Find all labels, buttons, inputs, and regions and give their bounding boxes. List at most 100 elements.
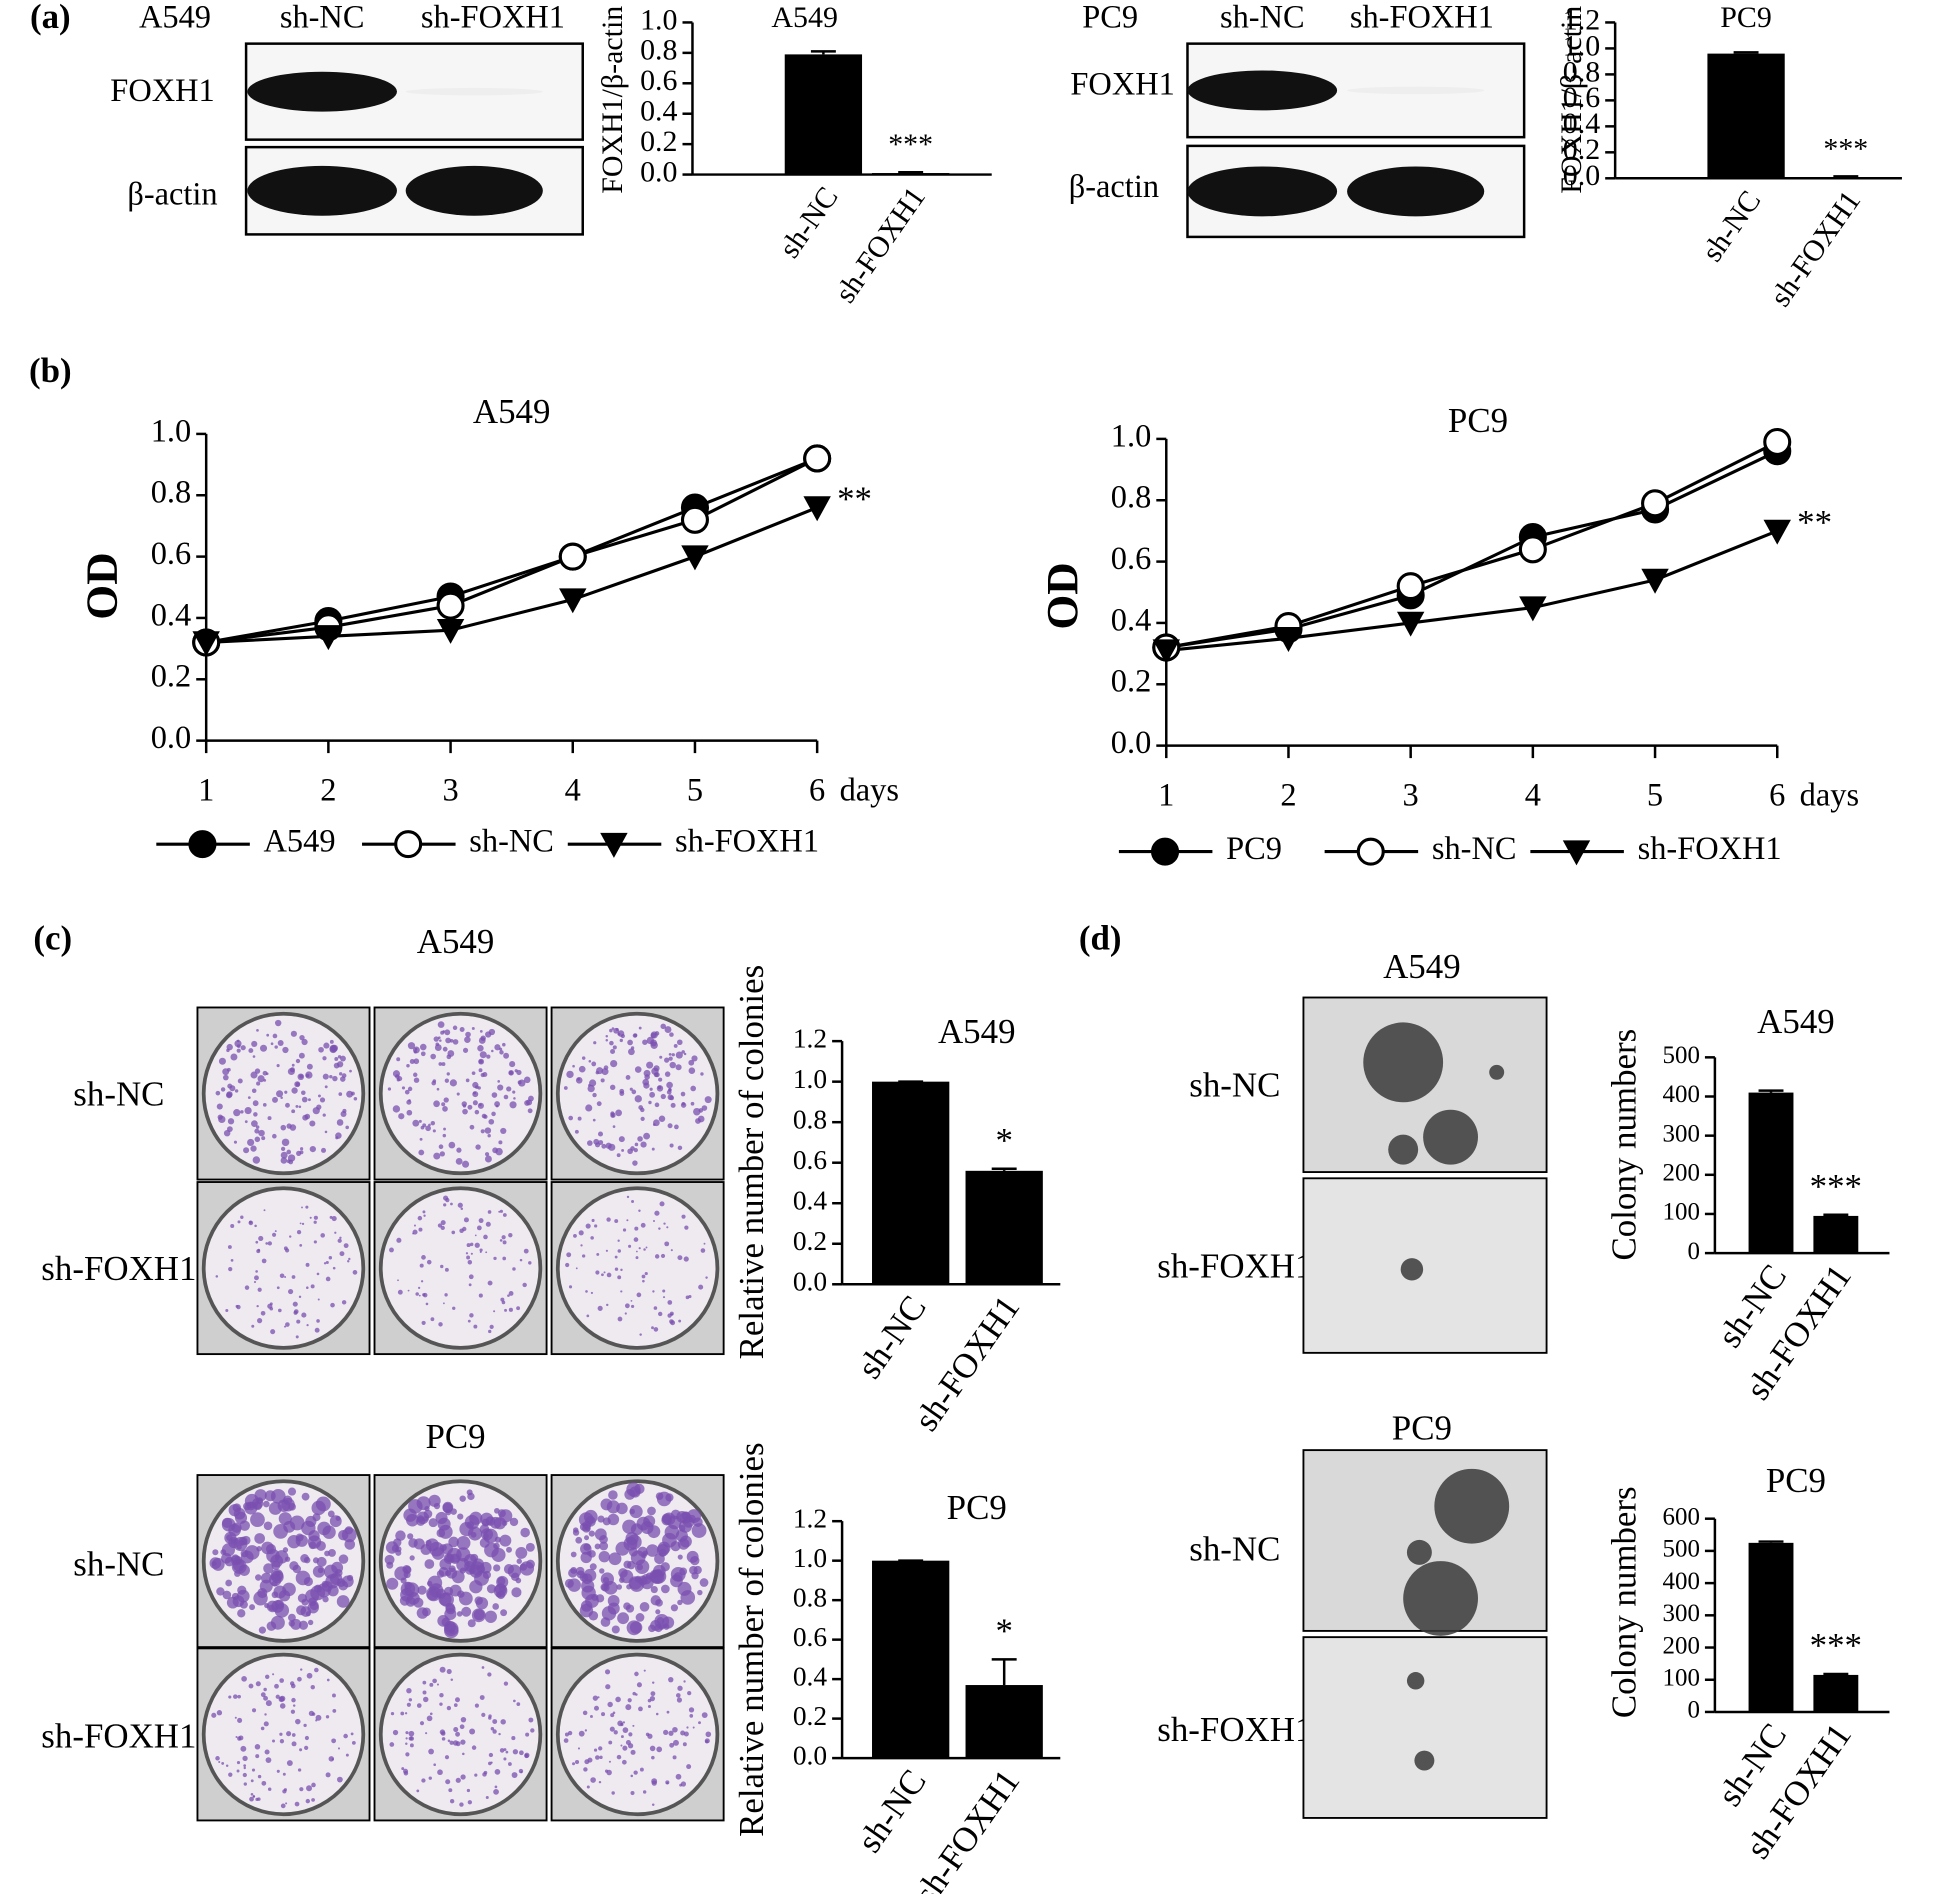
colony-dot xyxy=(467,1619,476,1628)
y-tick-label: 0.0 xyxy=(793,1267,827,1297)
colony-dot xyxy=(276,1064,280,1068)
series-line xyxy=(1166,529,1778,653)
colony-dot xyxy=(587,1084,595,1093)
colony-dot xyxy=(615,1109,623,1117)
colony-dot xyxy=(330,1302,335,1308)
colony-dot xyxy=(292,1301,298,1307)
colony-dot xyxy=(511,1736,516,1741)
colony-dot xyxy=(584,1729,588,1732)
colony-dot xyxy=(418,1149,425,1156)
colony-dot xyxy=(473,1324,478,1329)
y-tick-label: 0.4 xyxy=(793,1661,828,1691)
colony-dot xyxy=(705,1731,712,1738)
colony-dot xyxy=(339,1072,343,1076)
colony-dot xyxy=(249,1796,254,1802)
colony-dot xyxy=(664,1057,670,1063)
colony-dot xyxy=(488,1752,494,1758)
colony-dot xyxy=(609,1084,616,1091)
colony-dot xyxy=(255,1125,260,1129)
colony-dot xyxy=(513,1097,516,1100)
colony-dot xyxy=(648,1100,652,1105)
colony-dot xyxy=(511,1587,522,1598)
colony-dot xyxy=(310,1284,315,1289)
colony-dot xyxy=(572,1529,580,1536)
colony-dot xyxy=(291,1109,296,1114)
colony-dot xyxy=(465,1252,469,1255)
colony-dot xyxy=(628,1576,643,1590)
y-tick-label: 0.0 xyxy=(640,155,677,188)
colony-dot xyxy=(421,1255,426,1260)
colony-dot xyxy=(254,1275,259,1281)
colony-dot xyxy=(650,1585,658,1594)
colony-dot xyxy=(350,1732,354,1736)
blot-band xyxy=(1347,86,1485,95)
colony-dot xyxy=(226,1596,239,1609)
colony-dot xyxy=(416,1703,422,1708)
colony-dot xyxy=(281,1138,290,1147)
colony-dot xyxy=(488,1329,492,1334)
colony-dot xyxy=(502,1240,507,1245)
y-tick-label: 1.0 xyxy=(1111,418,1152,454)
colony-dot xyxy=(227,1118,235,1125)
error-bar xyxy=(1733,51,1759,54)
colony-dot xyxy=(455,1731,460,1737)
colony-dot xyxy=(317,1567,324,1574)
legend-label: PC9 xyxy=(1226,831,1282,867)
colony-dot xyxy=(500,1719,506,1725)
colony-dot xyxy=(618,1577,625,1583)
colony-dot xyxy=(508,1307,513,1312)
colony-dot xyxy=(464,1036,471,1043)
y-axis-label: Colony numbers xyxy=(1605,1486,1644,1718)
colony-dot xyxy=(640,1107,645,1113)
colony-dot xyxy=(250,1793,254,1796)
colony-dot xyxy=(629,1087,633,1091)
plate-dish xyxy=(201,1011,366,1176)
marker xyxy=(1562,840,1591,866)
panel-label: (a) xyxy=(30,0,71,36)
colony-dot xyxy=(221,1543,236,1557)
colony-dot xyxy=(301,1520,316,1536)
colony-dot xyxy=(314,1667,319,1673)
marker xyxy=(1151,837,1180,866)
colony-dot xyxy=(418,1119,422,1123)
marker xyxy=(188,830,217,859)
colony-dot xyxy=(439,1666,446,1673)
colony-dot xyxy=(265,1072,269,1076)
colony-dot xyxy=(328,1256,333,1260)
colony-dot xyxy=(444,1293,448,1297)
colony-dot xyxy=(240,1215,244,1219)
colony-dot xyxy=(256,1546,262,1552)
colony-dot xyxy=(519,1561,535,1576)
colony-dot xyxy=(493,1564,501,1572)
colony-dot xyxy=(404,1582,412,1590)
x-tick-label: 4 xyxy=(1525,777,1541,813)
plate-dish xyxy=(201,1186,366,1350)
bar xyxy=(872,1081,950,1285)
colony-dot xyxy=(618,1136,625,1143)
colony-dot xyxy=(253,1280,257,1284)
colony-dot xyxy=(601,1712,606,1717)
colony-dot xyxy=(276,1769,280,1773)
colony-dot xyxy=(482,1570,491,1579)
colony-dot xyxy=(443,1302,445,1305)
colony-dot xyxy=(658,1115,666,1123)
colony-dot xyxy=(673,1572,683,1582)
colony-dot xyxy=(518,1079,526,1087)
colony-dot xyxy=(686,1726,689,1729)
colony-dot xyxy=(336,1061,344,1068)
colony-dot xyxy=(581,1579,595,1593)
colony-dot xyxy=(611,1625,620,1634)
colony-dot xyxy=(297,1676,302,1682)
y-tick-label: 0.6 xyxy=(640,64,677,97)
colony-dot xyxy=(422,1690,427,1695)
colony-dot xyxy=(444,1755,450,1760)
colony-dot xyxy=(418,1294,421,1297)
colony-dot xyxy=(479,1029,483,1033)
colony-dot xyxy=(285,1322,290,1327)
colony-dot xyxy=(658,1623,665,1631)
colony-dot xyxy=(630,1749,636,1755)
panel-label: (c) xyxy=(33,918,72,957)
colony-dot xyxy=(299,1244,303,1247)
y-tick-label: 1.2 xyxy=(1563,3,1600,36)
colony-dot xyxy=(419,1043,427,1051)
